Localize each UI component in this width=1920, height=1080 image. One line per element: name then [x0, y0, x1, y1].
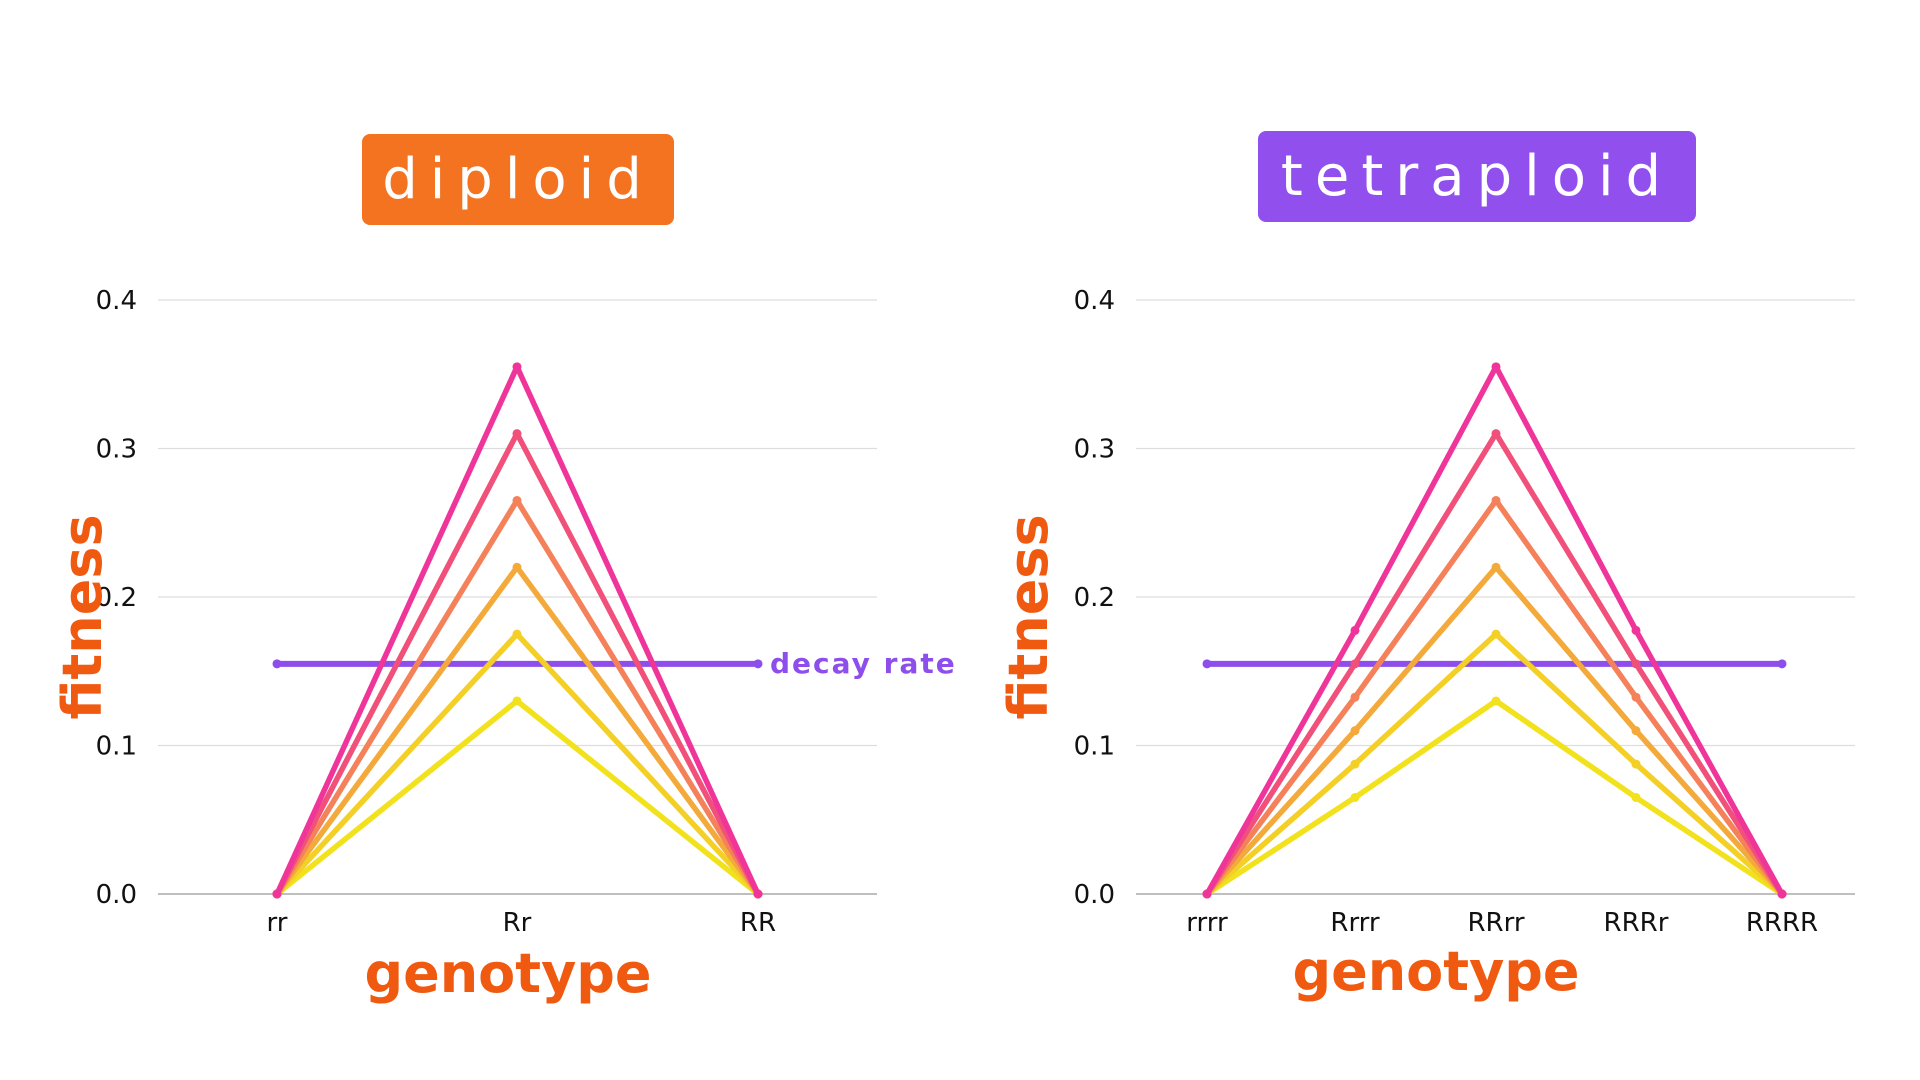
tetraploid-series-point	[1491, 429, 1501, 439]
diploid-decay-rate-point	[272, 659, 282, 669]
diploid-series-point	[512, 362, 522, 372]
tetraploid-series-point	[1350, 759, 1360, 769]
tetraploid-x-tick-label: RRRr	[1604, 908, 1669, 938]
diploid-series-point	[512, 696, 522, 706]
diploid-x-axis-title: genotype	[364, 942, 651, 1005]
tetraploid-y-tick-label: 0.4	[1074, 286, 1115, 316]
diploid-decay-rate-point	[753, 659, 763, 669]
diploid-title-badge: diploid	[362, 134, 674, 225]
diploid-chart: 0.0 0.1 0.2 0.3 0.4 rr Rr RR decay rate genoty…	[51, 286, 957, 1005]
tetraploid-decay-rate-point	[1202, 659, 1212, 669]
diploid-decay-rate-label: decay rate	[770, 647, 957, 680]
tetraploid-series-point	[1350, 792, 1360, 802]
diploid-series-point	[753, 889, 763, 899]
tetraploid-panel: tetraploid 0.0 0.1 0.2 0.3 0.4 rrrr Rrrr RRrr R…	[960, 0, 1920, 1080]
tetraploid-series-point	[1631, 692, 1641, 702]
tetraploid-series-point	[1491, 495, 1501, 505]
diploid-panel: diploid 0.0 0.1 0.2 0.3 0.4 rr Rr RR decay rat…	[51, 134, 957, 1005]
tetraploid-y-axis-title: fitness	[997, 514, 1060, 719]
tetraploid-title-badge: tetraploid	[1258, 131, 1696, 222]
diploid-series-point	[272, 889, 282, 899]
tetraploid-x-axis-title: genotype	[1292, 940, 1579, 1003]
tetraploid-series-point	[1350, 625, 1360, 635]
tetraploid-series-point	[1350, 659, 1360, 669]
diploid-y-tick-label: 0.1	[96, 732, 137, 762]
diploid-y-tick-label: 0.2	[96, 583, 137, 613]
tetraploid-y-tick-label: 0.3	[1074, 435, 1115, 465]
tetraploid-x-tick-label: RRRR	[1746, 908, 1818, 938]
tetraploid-series-point	[1491, 629, 1501, 639]
tetraploid-series-point	[1491, 562, 1501, 572]
tetraploid-series-point	[1491, 696, 1501, 706]
tetraploid-y-tick-label: 0.2	[1074, 583, 1115, 613]
tetraploid-series-point	[1631, 792, 1641, 802]
tetraploid-series-point	[1631, 759, 1641, 769]
tetraploid-series-point	[1350, 692, 1360, 702]
diploid-y-axis-title: fitness	[51, 514, 114, 719]
diploid-series-point	[512, 495, 522, 505]
tetraploid-x-tick-label: RRrr	[1467, 908, 1524, 938]
tetraploid-series-point	[1202, 889, 1212, 899]
diploid-series-line	[274, 631, 761, 896]
diploid-series-point	[512, 429, 522, 439]
diploid-series-point	[512, 562, 522, 572]
tetraploid-series-point	[1631, 625, 1641, 635]
tetraploid-x-tick-label: Rrrr	[1330, 908, 1380, 938]
tetraploid-series-point	[1631, 726, 1641, 736]
tetraploid-series-line	[1204, 564, 1785, 896]
tetraploid-series-point	[1491, 362, 1501, 372]
tetraploid-series-point	[1777, 889, 1787, 899]
tetraploid-y-tick-label: 0.1	[1074, 732, 1115, 762]
diploid-y-tick-label: 0.3	[96, 435, 137, 465]
tetraploid-decay-rate-point	[1777, 659, 1787, 669]
tetraploid-x-tick-label: rrrr	[1186, 908, 1228, 938]
diploid-series-point	[512, 629, 522, 639]
diploid-x-tick-label: RR	[740, 908, 776, 938]
tetraploid-chart: 0.0 0.1 0.2 0.3 0.4 rrrr Rrrr RRrr RRRr RRRR gen…	[997, 286, 1855, 1003]
diploid-y-tick-label: 0.4	[96, 286, 137, 316]
diploid-x-tick-label: Rr	[503, 908, 532, 938]
tetraploid-series-point	[1631, 659, 1641, 669]
tetraploid-y-tick-label: 0.0	[1074, 880, 1115, 910]
tetraploid-series-point	[1350, 726, 1360, 736]
diploid-x-tick-label: rr	[267, 908, 288, 938]
diploid-y-tick-label: 0.0	[96, 880, 137, 910]
